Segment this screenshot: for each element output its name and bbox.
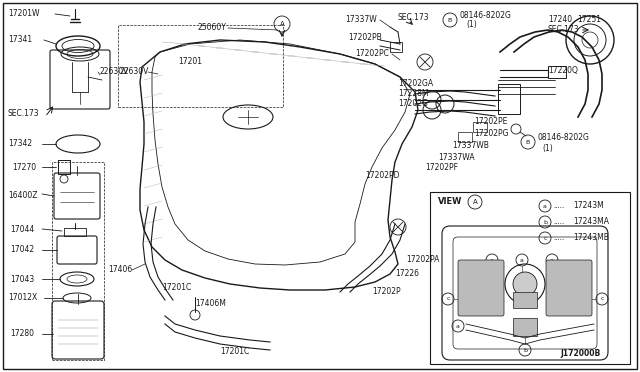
Text: SEC.173: SEC.173 (398, 13, 429, 22)
Text: 17201W: 17201W (8, 10, 40, 19)
Text: A: A (280, 21, 284, 27)
Text: 17012X: 17012X (8, 294, 37, 302)
Text: A: A (472, 199, 477, 205)
Text: a: a (456, 324, 460, 328)
Text: 17202PD: 17202PD (365, 171, 399, 180)
Text: 17201C: 17201C (162, 282, 191, 292)
Text: 17202PE: 17202PE (474, 118, 508, 126)
Text: .....: ..... (553, 203, 564, 209)
Text: J172000B: J172000B (560, 350, 600, 359)
Text: a: a (490, 257, 494, 263)
Bar (513, 292, 537, 308)
Text: 17044: 17044 (10, 224, 35, 234)
Text: c: c (600, 296, 604, 301)
FancyBboxPatch shape (458, 260, 504, 316)
Text: 17202G: 17202G (398, 99, 428, 109)
Text: SEC.173: SEC.173 (8, 109, 40, 119)
Text: 17243MB: 17243MB (573, 234, 609, 243)
Text: SEC.173: SEC.173 (548, 26, 580, 35)
Text: 17202PB: 17202PB (348, 32, 381, 42)
Text: 17220Q: 17220Q (548, 65, 578, 74)
Text: 17406M: 17406M (195, 299, 226, 308)
Text: 17270: 17270 (12, 163, 36, 171)
Text: 17251: 17251 (577, 16, 601, 25)
Bar (390, 42, 402, 52)
Text: B: B (448, 17, 452, 22)
Text: 17042: 17042 (10, 246, 34, 254)
Text: 22630V: 22630V (100, 67, 129, 77)
Text: 17201C: 17201C (220, 347, 249, 356)
FancyBboxPatch shape (546, 260, 592, 316)
Text: B: B (526, 140, 530, 144)
Text: 17043: 17043 (10, 275, 35, 283)
Text: 17228M: 17228M (398, 90, 429, 99)
Bar (52, 162, 104, 360)
Text: 17406: 17406 (108, 266, 132, 275)
Bar (513, 318, 537, 336)
Text: 08146-8202G: 08146-8202G (460, 12, 512, 20)
Bar (473, 122, 487, 132)
Text: (1): (1) (466, 20, 477, 29)
Text: b: b (543, 219, 547, 224)
Text: 17243MA: 17243MA (573, 218, 609, 227)
Text: 17202PG: 17202PG (474, 129, 509, 138)
Text: 17202PF: 17202PF (425, 164, 458, 173)
Bar (64, 228, 86, 236)
Text: 17202PA: 17202PA (406, 256, 440, 264)
Bar (430, 192, 630, 364)
Text: .....: ..... (553, 235, 564, 241)
Bar (118, 25, 283, 107)
Text: b: b (523, 347, 527, 353)
Text: 17226: 17226 (395, 269, 419, 279)
Text: (1): (1) (542, 144, 553, 153)
Text: 17202P: 17202P (372, 288, 401, 296)
Text: 17280: 17280 (10, 330, 34, 339)
Text: c: c (543, 235, 547, 241)
Text: 17342: 17342 (8, 140, 32, 148)
Text: 17337WB: 17337WB (452, 141, 489, 151)
Text: 08146-8202G: 08146-8202G (538, 134, 590, 142)
Text: c: c (446, 296, 450, 301)
Text: 17240: 17240 (548, 16, 572, 25)
Bar (548, 66, 566, 78)
Text: a: a (550, 257, 554, 263)
Text: 22630V: 22630V (120, 67, 149, 77)
Text: 17337WA: 17337WA (438, 153, 475, 161)
Text: .....: ..... (553, 219, 564, 225)
Text: VIEW: VIEW (438, 198, 462, 206)
Text: a: a (543, 203, 547, 208)
Bar (458, 132, 472, 142)
Text: 17202PC: 17202PC (355, 49, 389, 58)
Text: 17201: 17201 (178, 58, 202, 67)
Circle shape (513, 272, 537, 296)
Text: a: a (520, 257, 524, 263)
Text: 17337W: 17337W (345, 16, 377, 25)
Text: 17243M: 17243M (573, 202, 604, 211)
Text: 17202GA: 17202GA (398, 80, 433, 89)
Text: 16400Z: 16400Z (8, 192, 38, 201)
Text: 17341: 17341 (8, 35, 32, 45)
Text: 25060Y: 25060Y (198, 22, 227, 32)
Bar (498, 84, 520, 114)
